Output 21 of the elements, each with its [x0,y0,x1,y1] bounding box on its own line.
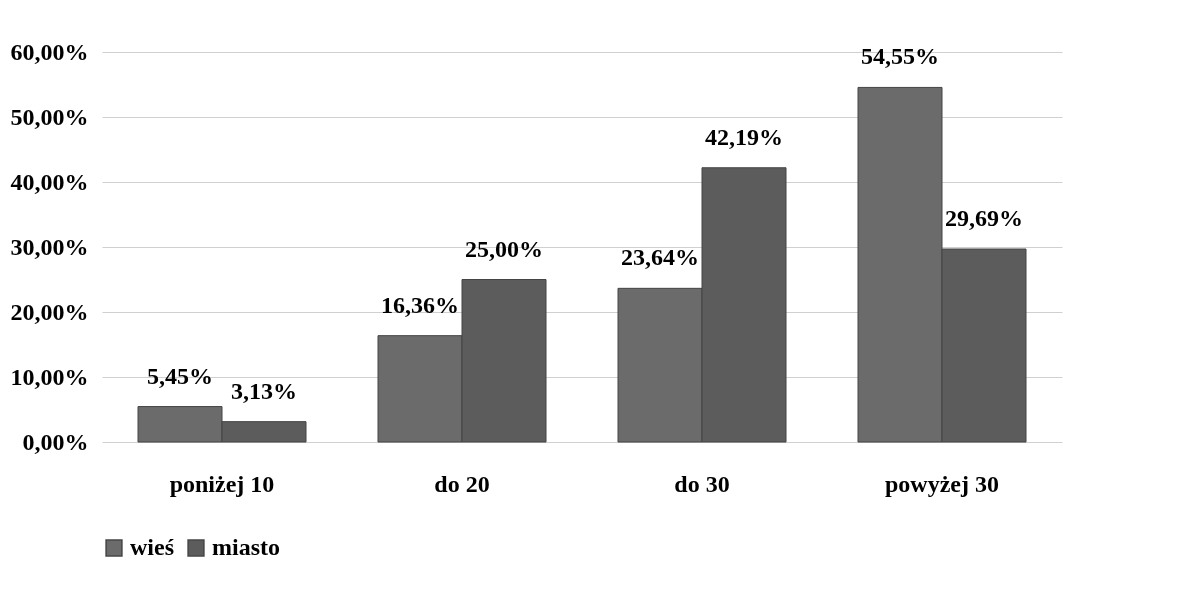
data-label: 5,45% [147,362,213,389]
data-label: 25,00% [465,235,543,262]
legend-label: miasto [212,534,280,560]
data-label: 42,19% [705,123,783,150]
legend-label: wieś [130,534,174,560]
data-label: 54,55% [861,43,939,70]
y-tick-label: 30,00% [10,233,89,260]
data-label: 16,36% [381,291,459,318]
x-tick-label: powyżej 30 [885,470,999,497]
x-tick-label: do 20 [434,470,490,497]
y-tick-label: 50,00% [10,103,89,130]
x-tick-label: do 30 [674,470,730,497]
y-tick-label: 20,00% [10,298,89,325]
y-tick-label: 60,00% [10,38,89,65]
y-tick-label: 40,00% [10,168,89,195]
data-label: 3,13% [231,377,297,404]
y-tick-label: 0,00% [22,428,89,455]
data-label: 23,64% [621,244,699,271]
x-tick-label: poniżej 10 [169,470,275,497]
y-tick-label: 10,00% [10,363,89,390]
data-label: 29,69% [945,205,1023,232]
